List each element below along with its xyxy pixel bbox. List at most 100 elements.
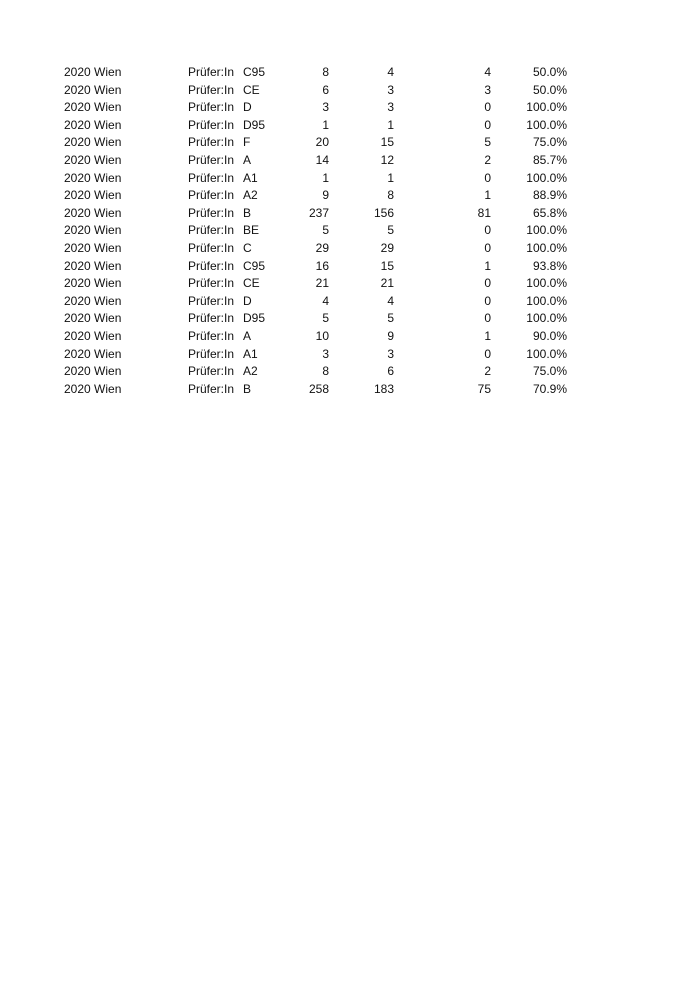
cell-failed-count: 81 (477, 205, 491, 220)
cell-total-count: 29 (315, 240, 329, 255)
cell-pass-rate: 100.0% (526, 240, 567, 255)
cell-pass-rate: 75.0% (532, 364, 567, 379)
cell-passed-count: 8 (387, 188, 394, 203)
cell-pass-rate: 100.0% (526, 117, 567, 132)
cell-examiner-role: Prüfer:In (188, 328, 235, 343)
cell-license-class: A2 (243, 364, 258, 379)
cell-pass-rate: 75.0% (532, 135, 567, 150)
table-row: 2020 Wien Prüfer:In C95 8 4 4 50.0% (0, 64, 700, 82)
cell-passed-count: 1 (387, 117, 394, 132)
cell-examiner-role: Prüfer:In (188, 65, 235, 79)
cell-year-location: 2020 Wien (64, 328, 122, 343)
cell-passed-count: 9 (387, 328, 394, 343)
cell-pass-rate: 50.0% (532, 65, 567, 79)
table-row: 2020 Wien Prüfer:In D95 1 1 0 100.0% (0, 117, 700, 135)
cell-license-class: D95 (243, 117, 266, 132)
cell-total-count: 8 (322, 364, 329, 379)
cell-pass-rate: 93.8% (532, 258, 567, 273)
cell-total-count: 10 (315, 328, 329, 343)
cell-total-count: 1 (322, 170, 329, 185)
cell-failed-count: 75 (477, 381, 491, 396)
cell-year-location: 2020 Wien (64, 293, 122, 308)
cell-failed-count: 3 (484, 82, 491, 97)
cell-total-count: 9 (322, 188, 329, 203)
cell-total-count: 1 (322, 117, 329, 132)
cell-failed-count: 2 (484, 152, 491, 167)
cell-passed-count: 4 (387, 65, 394, 79)
cell-pass-rate: 100.0% (526, 276, 567, 291)
cell-license-class: D95 (243, 311, 266, 326)
cell-pass-rate: 100.0% (526, 223, 567, 238)
cell-year-location: 2020 Wien (64, 152, 122, 167)
table-row: 2020 Wien Prüfer:In BE 5 5 0 100.0% (0, 222, 700, 240)
cell-total-count: 8 (322, 65, 329, 79)
table-row: 2020 Wien Prüfer:In A1 1 1 0 100.0% (0, 170, 700, 188)
cell-passed-count: 3 (387, 346, 394, 361)
cell-passed-count: 5 (387, 223, 394, 238)
cell-passed-count: 156 (373, 205, 394, 220)
cell-failed-count: 0 (484, 293, 491, 308)
cell-failed-count: 0 (484, 117, 491, 132)
cell-total-count: 6 (322, 82, 329, 97)
cell-license-class: BE (243, 223, 260, 238)
table-row: 2020 Wien Prüfer:In D95 5 5 0 100.0% (0, 310, 700, 328)
cell-total-count: 3 (322, 100, 329, 115)
cell-total-count: 20 (315, 135, 329, 150)
cell-examiner-role: Prüfer:In (188, 293, 235, 308)
cell-total-count: 258 (308, 381, 329, 396)
cell-year-location: 2020 Wien (64, 170, 122, 185)
cell-license-class: A (243, 328, 252, 343)
cell-examiner-role: Prüfer:In (188, 258, 235, 273)
cell-license-class: A1 (243, 170, 258, 185)
cell-pass-rate: 100.0% (526, 311, 567, 326)
cell-license-class: C95 (243, 65, 266, 79)
cell-passed-count: 1 (387, 170, 394, 185)
table-row: 2020 Wien Prüfer:In CE 21 21 0 100.0% (0, 275, 700, 293)
cell-passed-count: 3 (387, 100, 394, 115)
cell-total-count: 3 (322, 346, 329, 361)
cell-license-class: CE (243, 276, 260, 291)
cell-passed-count: 5 (387, 311, 394, 326)
cell-year-location: 2020 Wien (64, 381, 122, 396)
cell-year-location: 2020 Wien (64, 100, 122, 115)
cell-license-class: A (243, 152, 252, 167)
cell-failed-count: 2 (484, 364, 491, 379)
table-row: 2020 Wien Prüfer:In CE 6 3 3 50.0% (0, 82, 700, 100)
cell-passed-count: 12 (380, 152, 394, 167)
table-row: 2020 Wien Prüfer:In D 4 4 0 100.0% (0, 293, 700, 311)
cell-failed-count: 5 (484, 135, 491, 150)
cell-pass-rate: 100.0% (526, 100, 567, 115)
cell-year-location: 2020 Wien (64, 311, 122, 326)
cell-year-location: 2020 Wien (64, 364, 122, 379)
cell-pass-rate: 65.8% (532, 205, 567, 220)
cell-pass-rate: 100.0% (526, 170, 567, 185)
cell-total-count: 5 (322, 223, 329, 238)
table-row: 2020 Wien Prüfer:In A 14 12 2 85.7% (0, 152, 700, 170)
cell-year-location: 2020 Wien (64, 223, 122, 238)
cell-license-class: A1 (243, 346, 258, 361)
cell-total-count: 237 (308, 205, 329, 220)
cell-year-location: 2020 Wien (64, 135, 122, 150)
cell-passed-count: 29 (380, 240, 394, 255)
cell-year-location: 2020 Wien (64, 65, 122, 79)
cell-examiner-role: Prüfer:In (188, 223, 235, 238)
cell-pass-rate: 85.7% (532, 152, 567, 167)
cell-failed-count: 1 (484, 258, 491, 273)
cell-license-class: C95 (243, 258, 266, 273)
cell-pass-rate: 50.0% (532, 82, 567, 97)
cell-failed-count: 0 (484, 170, 491, 185)
cell-passed-count: 6 (387, 364, 394, 379)
cell-examiner-role: Prüfer:In (188, 205, 235, 220)
cell-examiner-role: Prüfer:In (188, 152, 235, 167)
cell-passed-count: 3 (387, 82, 394, 97)
cell-year-location: 2020 Wien (64, 240, 122, 255)
table-row: 2020 Wien Prüfer:In A1 3 3 0 100.0% (0, 346, 700, 364)
table-row: 2020 Wien Prüfer:In F 20 15 5 75.0% (0, 134, 700, 152)
cell-examiner-role: Prüfer:In (188, 311, 235, 326)
cell-total-count: 5 (322, 311, 329, 326)
cell-failed-count: 0 (484, 311, 491, 326)
table-row: 2020 Wien Prüfer:In B 237 156 81 65.8% (0, 205, 700, 223)
cell-total-count: 14 (315, 152, 329, 167)
cell-pass-rate: 90.0% (532, 328, 567, 343)
cell-license-class: D (243, 100, 252, 115)
